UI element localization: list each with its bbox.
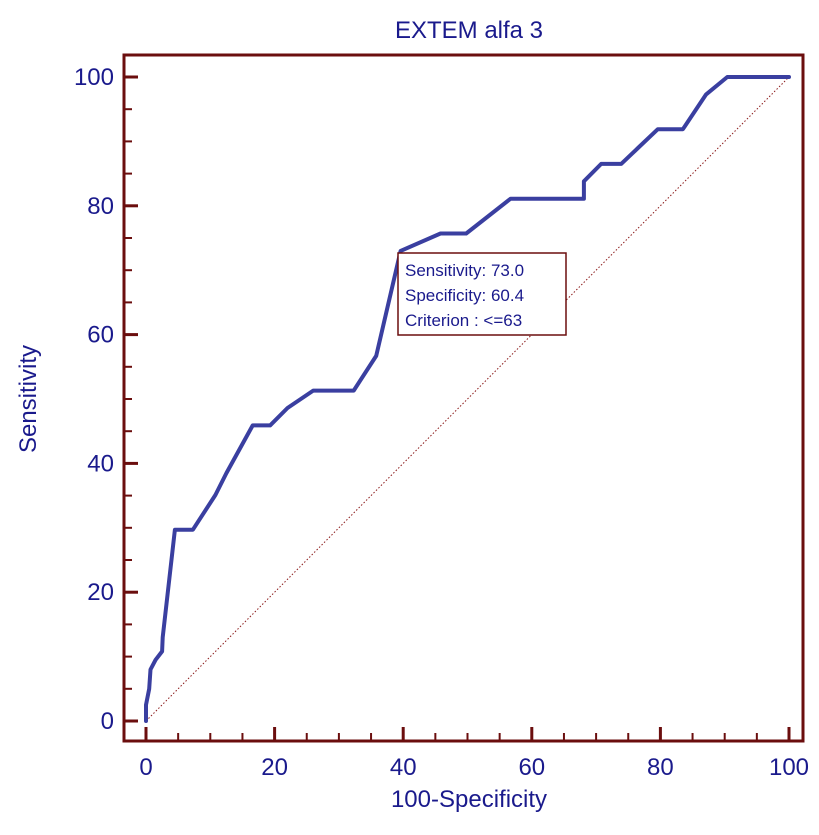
tick-labels: 0 20 40 60 80 100 0 20 40 60 80 100 <box>74 64 809 781</box>
annotation-frame <box>397 252 567 336</box>
annotation-box: Sensitivity: 73.0 Specificity: 60.4 Crit… <box>397 252 567 336</box>
x-tick-label: 80 <box>647 754 674 781</box>
y-tick-label: 0 <box>101 708 114 735</box>
x-tick-label: 20 <box>261 754 288 781</box>
annotation-criterion: Criterion : <=63 <box>405 311 522 330</box>
x-tick-label: 100 <box>769 754 809 781</box>
y-tick-label: 100 <box>74 64 114 91</box>
y-tick-label: 80 <box>87 193 114 220</box>
y-tick-label: 60 <box>87 322 114 349</box>
tick-marks <box>124 75 791 741</box>
x-axis-label: 100-Specificity <box>391 786 547 813</box>
x-tick-label: 40 <box>390 754 417 781</box>
y-tick-label: 20 <box>87 579 114 606</box>
axes-frame <box>122 53 805 743</box>
plot-area <box>144 75 791 723</box>
annotation-sensitivity: Sensitivity: 73.0 <box>405 261 524 280</box>
y-tick-label: 40 <box>87 450 114 477</box>
axes-border <box>122 53 805 743</box>
x-tick-label: 0 <box>139 754 152 781</box>
roc-curve-line <box>144 75 791 723</box>
chart-title: EXTEM alfa 3 <box>395 17 543 44</box>
annotation-specificity: Specificity: 60.4 <box>405 286 524 305</box>
y-axis-label: Sensitivity <box>15 345 42 453</box>
reference-diagonal-line <box>145 76 790 722</box>
x-tick-label: 60 <box>518 754 545 781</box>
